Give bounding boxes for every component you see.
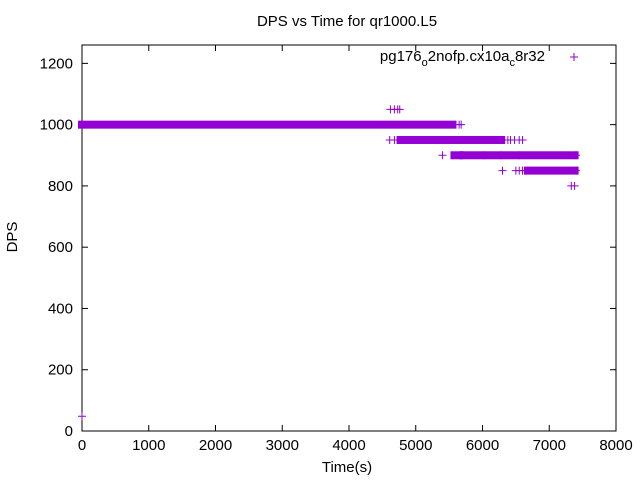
plot-frame (81, 44, 617, 432)
data-point (457, 151, 466, 160)
x-tick-label: 1000 (132, 437, 165, 454)
data-point (497, 151, 506, 160)
data-series (78, 105, 580, 421)
x-tick-label: 6000 (466, 437, 499, 454)
y-tick-label: 0 (65, 423, 73, 440)
y-axis: 0 200 400 600 800 1000 1200 (40, 55, 616, 440)
y-tick-label: 400 (48, 300, 73, 317)
data-point (78, 412, 86, 421)
y-axis-label: DPS (4, 222, 21, 253)
data-point-run (78, 120, 457, 129)
data-point-run (397, 135, 506, 144)
y-tick-label: 1000 (40, 117, 73, 134)
legend: pg176o2nofp.cx10ac8r32 (380, 48, 578, 69)
data-point (395, 135, 404, 144)
data-point (571, 151, 580, 160)
x-tick-label: 4000 (332, 437, 365, 454)
legend-plus-icon (570, 53, 578, 61)
x-tick-label: 8000 (599, 437, 632, 454)
legend-marker (570, 53, 578, 61)
data-point (570, 181, 579, 190)
data-point (479, 151, 488, 160)
data-point-run (450, 151, 464, 160)
x-axis-label: Time(s) (322, 459, 372, 476)
data-point (515, 151, 524, 160)
y-tick-label: 1200 (40, 55, 73, 72)
data-point (498, 166, 507, 175)
y-tick-label: 200 (48, 362, 73, 379)
y-tick-label: 600 (48, 239, 73, 256)
data-point (457, 120, 466, 129)
data-point-run (523, 166, 579, 175)
x-tick-label: 2000 (199, 437, 232, 454)
y-tick-label: 800 (48, 178, 73, 195)
data-point (438, 151, 447, 160)
x-tick-label: 7000 (533, 437, 566, 454)
data-point (521, 166, 530, 175)
data-point (571, 166, 580, 175)
data-point (395, 105, 404, 114)
chart-title: DPS vs Time for qr1000.L5 (257, 13, 437, 30)
x-tick-label: 3000 (266, 437, 299, 454)
x-axis: 0 1000 2000 3000 4000 5000 6000 7000 8000 (78, 45, 633, 454)
x-tick-label: 0 (78, 437, 86, 454)
data-point (518, 135, 527, 144)
x-tick-label: 5000 (399, 437, 432, 454)
legend-series-label: pg176o2nofp.cx10ac8r32 (380, 48, 545, 69)
